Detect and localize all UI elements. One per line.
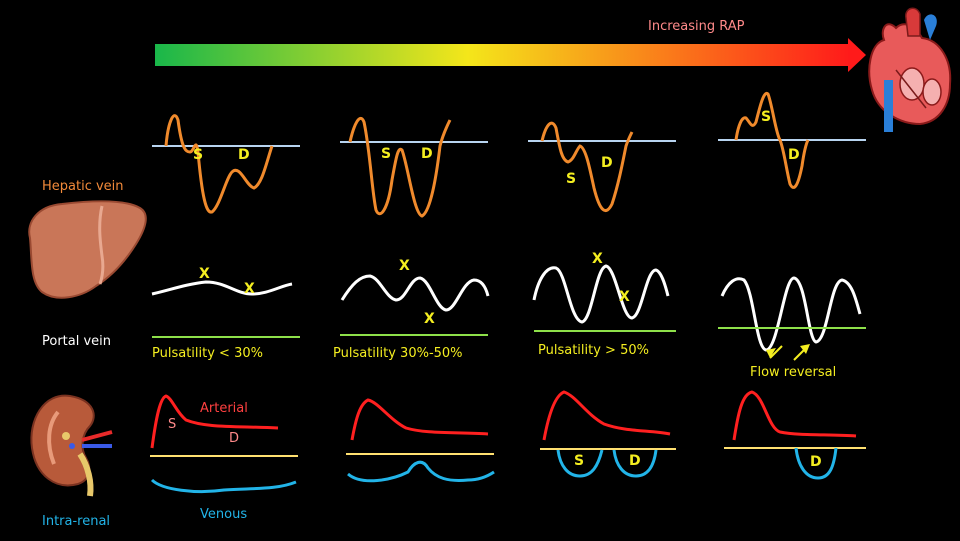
liver-icon <box>28 200 147 299</box>
portal-x-mark-1a: X <box>199 266 210 282</box>
portal-caption-3: Pulsatility > 50% <box>538 343 649 358</box>
hepatic-d-label-4: D <box>788 147 800 163</box>
hepatic-s-label-1: S <box>193 147 204 163</box>
portal-x-mark-2a: X <box>399 258 410 274</box>
venous-wave-4 <box>794 447 838 480</box>
arterial-wave-3 <box>542 390 671 441</box>
portal-x-mark-2b: X <box>424 311 435 327</box>
rap-gradient-arrow <box>155 38 866 72</box>
kidney-icon <box>30 394 113 497</box>
hepatic-vein-label: Hepatic vein <box>42 179 124 194</box>
hepatic-d-label-1: D <box>238 147 250 163</box>
renal-d-label-4: D <box>810 454 822 470</box>
hepatic-s-label-2: S <box>381 146 392 162</box>
arterial-wave-1 <box>150 394 279 449</box>
hepatic-wave-1 <box>164 114 274 214</box>
hepatic-s-label-4: S <box>761 109 772 125</box>
arterial-wave-4 <box>732 390 857 441</box>
venous-wave-3 <box>556 449 658 478</box>
portal-vein-label: Portal vein <box>42 334 112 349</box>
intra-renal-label: Intra-renal <box>42 514 111 529</box>
portal-x-mark-3b: X <box>619 289 630 305</box>
hepatic-d-label-2: D <box>421 146 433 162</box>
portal-caption-1: Pulsatility < 30% <box>152 346 263 361</box>
hepatic-wave-2 <box>348 116 452 218</box>
portal-vein-row <box>151 264 866 361</box>
arterial-wave-2 <box>350 398 489 441</box>
renal-s-label-1: S <box>168 417 177 432</box>
renal-s-label-3: S <box>574 453 585 469</box>
venous-wave-1 <box>150 478 297 494</box>
hepatic-wave-3 <box>540 121 634 213</box>
portal-x-mark-1b: X <box>244 281 255 297</box>
venous-label: Venous <box>200 507 248 522</box>
arterial-label: Arterial <box>200 401 248 416</box>
hepatic-vein-row <box>152 91 866 218</box>
portal-wave-2 <box>340 274 490 312</box>
hepatic-wave-4 <box>734 91 810 189</box>
intra-renal-row <box>150 390 866 494</box>
portal-wave-1 <box>151 280 293 296</box>
renal-d-label-3: D <box>629 453 641 469</box>
flow-reversal-arrow-left <box>769 345 783 359</box>
portal-caption-2: Pulsatility 30%-50% <box>333 346 463 361</box>
hepatic-d-label-3: D <box>601 155 613 171</box>
flow-reversal-arrowhead-left <box>766 348 776 358</box>
portal-wave-4 <box>720 276 862 352</box>
flow-reversal-arrowhead-right <box>800 344 810 354</box>
hepatic-s-label-3: S <box>566 171 577 187</box>
portal-caption-4: Flow reversal <box>750 365 837 380</box>
increasing-rap-title: Increasing RAP <box>648 19 745 34</box>
heart-icon <box>868 7 952 132</box>
venous-wave-2 <box>347 460 495 483</box>
portal-wave-3 <box>532 264 670 324</box>
renal-d-label-1: D <box>229 431 240 446</box>
portal-x-mark-3a: X <box>592 251 603 267</box>
